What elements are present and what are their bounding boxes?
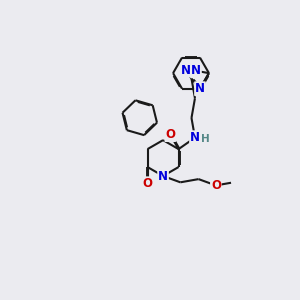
Text: N: N [181, 64, 191, 76]
Text: O: O [142, 177, 152, 190]
Text: N: N [190, 131, 200, 144]
Text: N: N [195, 82, 205, 95]
Text: O: O [165, 128, 175, 141]
Text: H: H [201, 134, 209, 144]
Text: N: N [191, 64, 201, 77]
Text: N: N [158, 169, 168, 182]
Text: O: O [211, 179, 221, 192]
